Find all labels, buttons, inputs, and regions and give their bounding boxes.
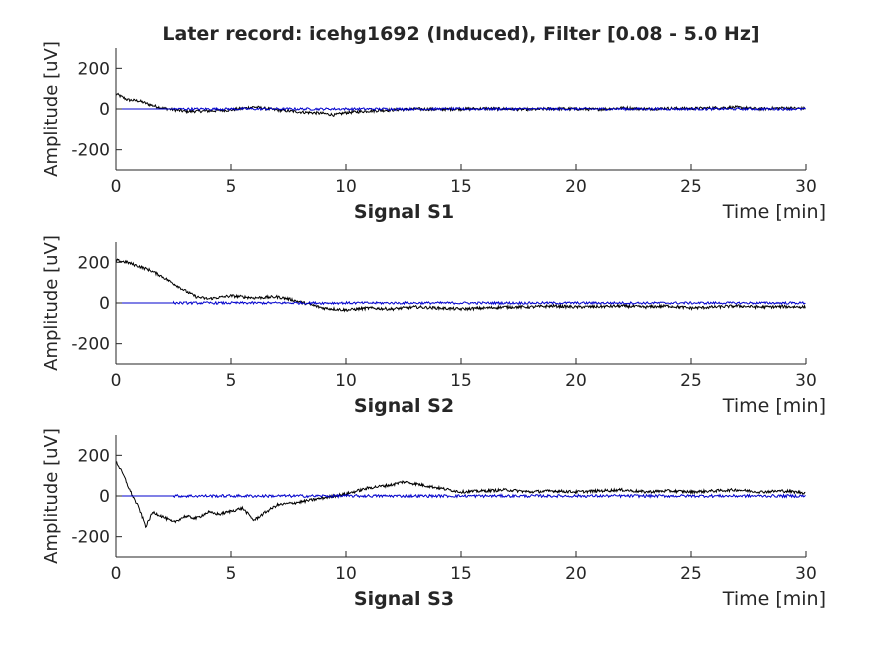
x-tick-label: 25	[680, 177, 702, 197]
y-axis-label: Amplitude [uV]	[41, 235, 62, 371]
x-tick-label: 25	[680, 371, 702, 391]
filtered-signal-line	[116, 493, 806, 499]
x-tick-label: 0	[111, 371, 122, 391]
x-axis-label: Time [min]	[722, 201, 826, 223]
x-tick-label: 15	[450, 371, 472, 391]
subplot-label: Signal S3	[354, 588, 454, 610]
x-tick-label: 10	[335, 371, 357, 391]
x-tick-label: 30	[795, 371, 817, 391]
x-tick-label: 15	[450, 177, 472, 197]
x-tick-label: 30	[795, 564, 817, 584]
x-tick-label: 5	[226, 177, 237, 197]
figure-title: Later record: icehg1692 (Induced), Filte…	[162, 23, 759, 45]
x-tick-label: 0	[111, 564, 122, 584]
x-tick-label: 20	[565, 371, 587, 391]
y-tick-label: 200	[78, 59, 110, 79]
x-tick-label: 5	[226, 564, 237, 584]
subplot-label: Signal S1	[354, 201, 454, 223]
y-tick-label: -200	[71, 141, 110, 161]
y-tick-label: 200	[78, 446, 110, 466]
subplot-label: Signal S2	[354, 395, 454, 417]
y-axis-label: Amplitude [uV]	[41, 41, 62, 177]
y-tick-label: 0	[99, 100, 110, 120]
y-tick-label: -200	[71, 528, 110, 548]
series-group	[116, 92, 806, 117]
x-tick-label: 15	[450, 564, 472, 584]
filtered-signal-line	[116, 106, 806, 112]
y-axis-label: Amplitude [uV]	[41, 428, 62, 564]
y-tick-label: 200	[78, 253, 110, 273]
x-axis-label: Time [min]	[722, 395, 826, 417]
x-tick-label: 5	[226, 371, 237, 391]
raw-signal-line	[116, 461, 806, 529]
y-tick-label: 0	[99, 487, 110, 507]
series-group	[116, 258, 806, 313]
x-tick-label: 0	[111, 177, 122, 197]
raw-signal-line	[116, 258, 806, 313]
x-tick-label: 10	[335, 177, 357, 197]
filtered-signal-line	[116, 300, 806, 306]
raw-signal-line	[116, 92, 806, 117]
y-tick-label: -200	[71, 335, 110, 355]
x-tick-label: 25	[680, 564, 702, 584]
x-tick-label: 20	[565, 177, 587, 197]
y-tick-label: 0	[99, 294, 110, 314]
x-tick-label: 10	[335, 564, 357, 584]
x-tick-label: 20	[565, 564, 587, 584]
series-group	[116, 461, 806, 529]
x-axis-label: Time [min]	[722, 588, 826, 610]
x-tick-label: 30	[795, 177, 817, 197]
